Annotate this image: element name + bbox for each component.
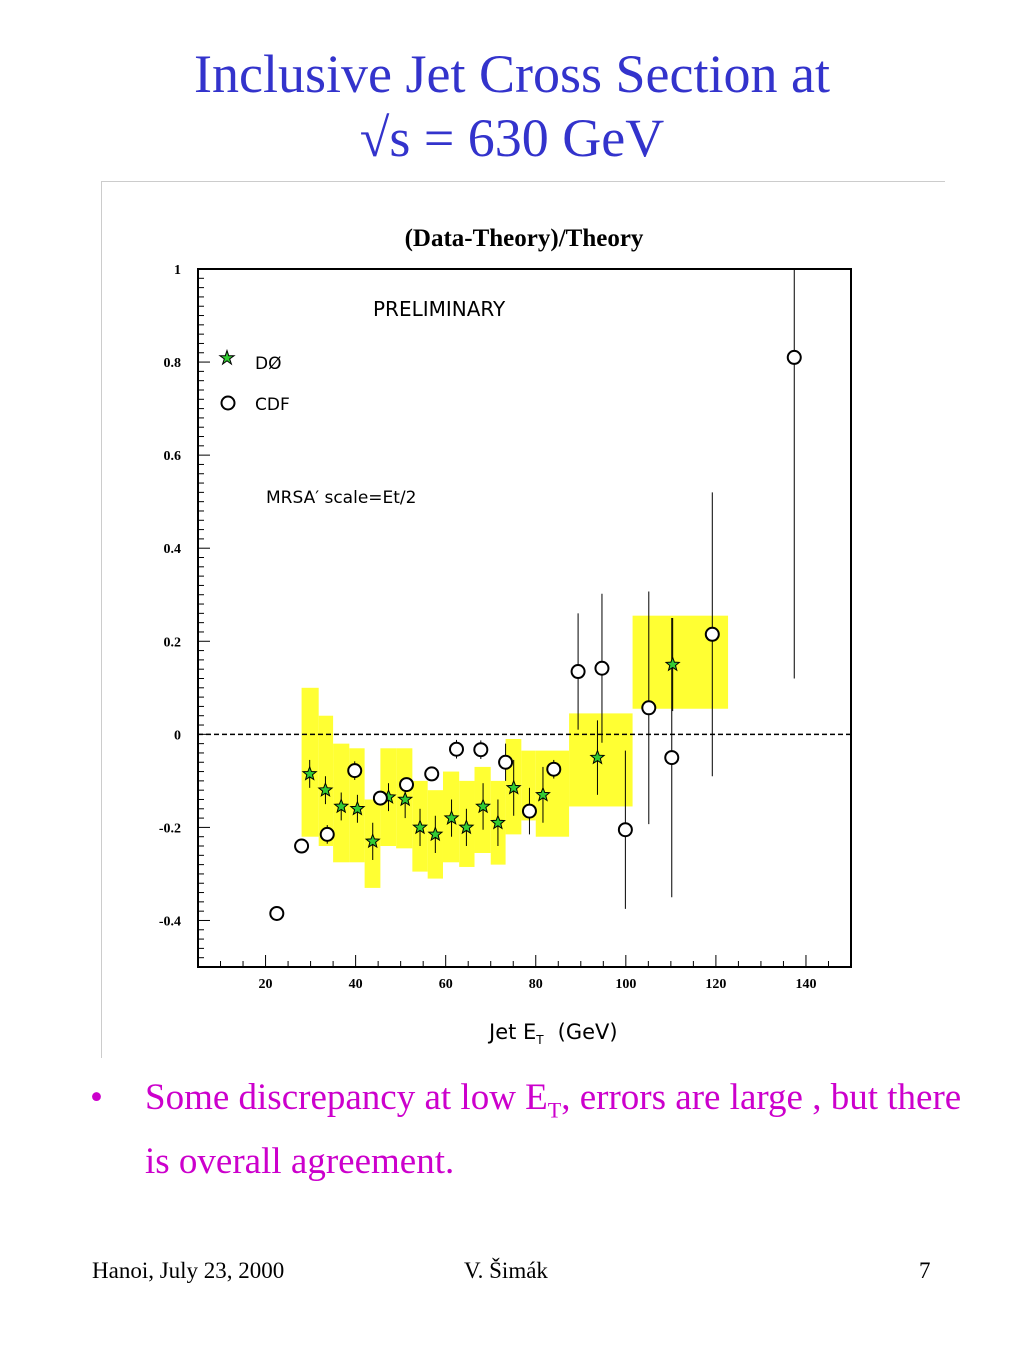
d0-point <box>589 749 606 765</box>
cdf-point <box>498 754 514 770</box>
d0-point <box>301 765 318 781</box>
slide-title: Inclusive Jet Cross Section at √s = 630 … <box>0 42 1024 170</box>
d0-point <box>427 825 444 842</box>
x-axis-label-unit: (GeV) <box>558 1020 618 1044</box>
cdf-point <box>594 660 610 676</box>
bullet-marker: • <box>90 1077 103 1118</box>
d0-point <box>664 656 681 672</box>
d0-point <box>534 786 551 802</box>
x-tick-label: 120 <box>705 977 726 992</box>
x-tick-label: 80 <box>529 977 543 992</box>
legend: DØ CDF <box>218 348 290 415</box>
preliminary-label: PRELIMINARY <box>373 297 506 321</box>
x-tick-label: 40 <box>349 977 363 992</box>
y-tick-label: -0.2 <box>159 821 181 836</box>
d0-point <box>505 779 522 795</box>
bullet-text-subscript: T <box>547 1097 562 1123</box>
y-tick-label: 1 <box>174 263 181 278</box>
cdf-point <box>617 822 633 838</box>
cdf-point <box>294 838 310 854</box>
chart-title: (Data-Theory)/Theory <box>405 225 644 252</box>
footer-date: Hanoi, July 23, 2000 <box>92 1258 285 1283</box>
x-axis-label: Jet ET (GeV) <box>487 1020 618 1047</box>
cdf-point <box>473 742 489 758</box>
d0-point <box>364 833 381 849</box>
y-tick-label: 0.8 <box>164 356 182 371</box>
x-tick-label: 100 <box>615 977 636 992</box>
cdf-point <box>641 700 657 716</box>
y-tick-label: -0.4 <box>159 914 181 929</box>
legend-d0-star-icon <box>218 348 236 366</box>
x-tick-label: 140 <box>795 977 816 992</box>
cdf-point <box>372 790 388 806</box>
legend-d0-label: DØ <box>255 354 281 374</box>
x-tick-label: 20 <box>259 977 273 992</box>
plot-area <box>197 268 852 968</box>
cdf-point <box>319 826 335 842</box>
cdf-point <box>399 777 415 793</box>
cdf-point <box>424 766 440 782</box>
slide-title-line-1: Inclusive Jet Cross Section at <box>194 44 830 104</box>
theory-annotation: MRSA′ scale=Et/2 <box>266 488 416 508</box>
axis-ticks: 20 40 60 80 100 120 140 -0.4 -0.2 0 0.2 0.4 0.6 0.8 1 <box>159 263 852 992</box>
legend-cdf-circle-icon <box>220 395 236 411</box>
cdf-point <box>521 803 537 819</box>
d0-point <box>397 791 414 807</box>
cdf-point <box>269 905 285 921</box>
plot-frame <box>101 181 945 1058</box>
y-tick-label: 0.2 <box>164 635 182 650</box>
bullet-text: Some discrepancy at low ET, errors are l… <box>145 1072 965 1188</box>
systematic-band <box>521 750 536 821</box>
footer-page-number: 7 <box>919 1258 931 1283</box>
cdf-point <box>664 750 680 766</box>
y-tick-label: 0 <box>174 728 181 743</box>
d0-point <box>475 798 492 814</box>
d0-point <box>412 818 429 835</box>
data-points <box>269 349 802 921</box>
cdf-point <box>786 349 802 365</box>
cdf-point <box>448 741 464 757</box>
cdf-point <box>570 664 586 680</box>
d0-point <box>443 809 460 825</box>
legend-cdf-label: CDF <box>255 395 290 415</box>
cdf-point <box>704 626 720 642</box>
y-tick-label: 0.4 <box>164 542 182 557</box>
cdf-point <box>347 763 363 779</box>
jet-cross-section-chart: 20 40 60 80 100 120 140-0.4-0.200.20.40.60.81 … <box>159 225 852 1047</box>
d0-point <box>489 814 506 830</box>
d0-point <box>317 781 334 797</box>
x-axis-label-sub: T <box>535 1033 544 1047</box>
bullet-text-part-1: Some discrepancy at low E <box>145 1077 548 1118</box>
slide-title-line-2: √s = 630 GeV <box>359 108 665 168</box>
d0-point <box>333 798 350 814</box>
x-axis-label-main: Jet E <box>487 1020 536 1044</box>
d0-point <box>349 800 366 816</box>
y-tick-label: 0.6 <box>164 449 182 464</box>
footer-author: V. Šimák <box>464 1258 548 1283</box>
d0-point <box>458 819 475 835</box>
bullet-text-part-2: , errors are large , but there is overal… <box>145 1077 962 1183</box>
cdf-point <box>546 761 562 777</box>
systematic-bands <box>301 615 729 888</box>
x-tick-label: 60 <box>439 977 453 992</box>
